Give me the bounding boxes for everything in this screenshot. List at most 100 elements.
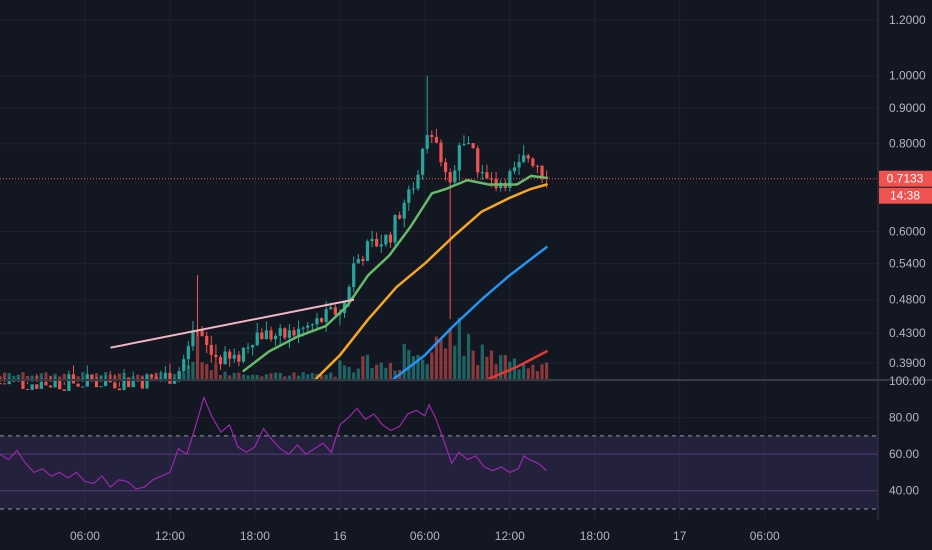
volume-bar: [172, 373, 177, 379]
price-tick-label: 1.0000: [889, 69, 926, 83]
candle-body: [209, 345, 213, 355]
candle-body: [361, 258, 365, 261]
volume-bar: [430, 352, 434, 379]
rsi-panel[interactable]: [0, 395, 878, 510]
volume-bar: [223, 371, 227, 379]
volume-bar: [30, 375, 34, 379]
candle-body: [310, 324, 314, 326]
candle-body: [425, 135, 429, 149]
candle-body: [186, 346, 190, 360]
candle-body: [278, 328, 282, 336]
volume-bar: [81, 372, 85, 379]
volume-bar: [260, 376, 264, 379]
volume-bar: [218, 375, 223, 379]
volume-bar: [365, 354, 370, 379]
candle-body: [269, 330, 273, 340]
candle-body: [191, 330, 195, 347]
price-tick-label: 0.6000: [889, 224, 926, 238]
last-price-badge-bg: [879, 170, 932, 187]
candle-body: [283, 328, 287, 338]
volume-bar: [393, 370, 397, 379]
countdown-badge-bg: [879, 187, 932, 204]
trendline[interactable]: [110, 298, 355, 349]
candle-body: [411, 188, 416, 190]
volume-bar: [205, 364, 209, 379]
trendline-drawing[interactable]: [110, 298, 355, 349]
candle-body: [159, 378, 163, 380]
rsi-axis[interactable]: 100.00 80.00 60.00 40.00: [889, 374, 926, 498]
candle-body: [154, 376, 158, 379]
candle-body: [255, 332, 259, 346]
candle-body: [443, 162, 448, 173]
candle-body: [301, 327, 305, 329]
volume-bar: [296, 375, 301, 379]
candle-body: [375, 238, 379, 247]
candle-body: [324, 309, 328, 322]
candle-body: [228, 351, 232, 359]
candle-body: [21, 379, 25, 389]
volume-bar: [545, 362, 549, 379]
candle-body: [379, 244, 383, 247]
candle-body: [407, 189, 411, 203]
volume-bar: [269, 373, 273, 379]
price-tick-label: 0.4300: [889, 326, 926, 340]
candle-body: [319, 318, 324, 322]
volume-bar: [434, 336, 438, 379]
candle-body: [163, 372, 167, 379]
candle-body: [168, 372, 172, 384]
volume-bar: [228, 375, 232, 379]
volume-bar: [274, 372, 278, 379]
time-axis[interactable]: 06:00 12:00 18:00 16 06:00 12:00 18:00 17 06:00: [70, 529, 780, 543]
volume-bar: [361, 356, 365, 379]
candle-body: [2, 383, 7, 385]
candle-body: [296, 328, 301, 336]
volume-bar: [241, 374, 246, 379]
rsi-tick-label: 60.00: [889, 447, 919, 461]
candle-body: [356, 258, 360, 264]
volume-bar: [352, 372, 356, 379]
volume-bar: [292, 372, 296, 379]
candle-body: [512, 167, 517, 172]
candle-body: [117, 388, 122, 391]
volume-bar: [2, 372, 7, 379]
volume-bars: [0, 317, 549, 379]
candle-body: [462, 144, 466, 146]
volume-bar: [278, 372, 282, 379]
volume-bar: [375, 364, 379, 379]
volume-bar: [214, 364, 218, 379]
candle-body: [352, 263, 356, 288]
volume-bar: [283, 376, 287, 379]
volume-bar: [232, 372, 236, 379]
candle-body: [466, 143, 471, 145]
volume-bar: [209, 370, 213, 379]
volume-bar: [388, 362, 393, 379]
candle-body: [99, 386, 103, 388]
rsi-tick-label: 40.00: [889, 484, 919, 498]
volume-bar: [338, 360, 342, 379]
candle-body: [251, 345, 255, 348]
volume-bar: [333, 376, 337, 379]
price-tick-label: 0.5400: [889, 257, 926, 271]
candle-body: [140, 380, 145, 389]
candle-body: [237, 354, 241, 362]
candle-body: [522, 155, 526, 163]
candle-body: [384, 234, 388, 245]
volume-bar: [246, 375, 250, 379]
volume-bar: [462, 355, 466, 379]
rsi-band-fill: [0, 435, 878, 510]
volume-bar: [379, 362, 383, 379]
volume-bar: [7, 373, 11, 379]
moving-average-line: [314, 183, 548, 381]
candle-body: [347, 287, 351, 302]
candle-body: [246, 347, 250, 349]
price-panel[interactable]: [0, 75, 878, 391]
last-price-badge: 0.7133 14:38: [879, 170, 932, 204]
volume-bar: [457, 317, 461, 379]
candle-body: [264, 330, 269, 340]
candle-body: [329, 307, 333, 310]
price-axis[interactable]: 1.2000 1.0000 0.9000 0.8000 0.6000 0.5400 0.48…: [889, 13, 926, 370]
candle-body: [420, 148, 425, 175]
candle-body: [172, 381, 177, 384]
candle-body: [182, 359, 186, 372]
